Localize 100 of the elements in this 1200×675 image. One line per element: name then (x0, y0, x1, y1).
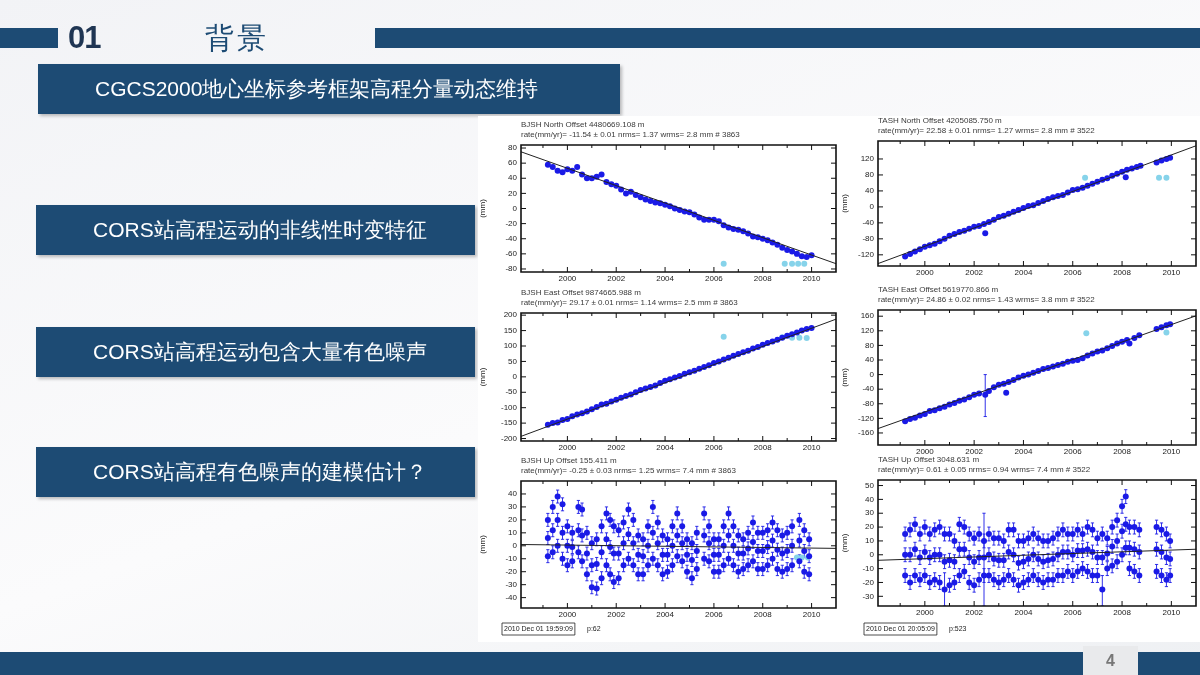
x-tick-label: 2008 (753, 443, 773, 452)
y-tick-label: -30 (862, 591, 875, 601)
x-tick-label: 2008 (1113, 447, 1132, 456)
x-tick-label: 2002 (965, 447, 984, 456)
y-axis-title: (mm) (840, 533, 849, 553)
y-axis-title: (mm) (478, 534, 487, 554)
y-tick-label: -120 (857, 250, 875, 260)
x-tick-label: 2002 (965, 608, 984, 617)
x-tick-label: 2000 (915, 447, 935, 456)
y-tick-label: 20 (508, 515, 518, 525)
y-tick-label: 0 (512, 203, 518, 213)
text: CGCS2000地心坐标参考框架高程分量动态维持 (38, 64, 620, 114)
y-tick-label: 20 (508, 188, 518, 198)
y-axis-title: (mm) (840, 193, 849, 213)
x-tick-label: 2006 (1063, 268, 1083, 277)
y-tick-label: 60 (508, 158, 518, 168)
chart-title: TASH Up Offset 3048.631 m (878, 455, 980, 465)
y-tick-label: 0 (869, 549, 875, 559)
y-tick-label: 10 (865, 536, 875, 546)
y-tick-label: -40 (505, 592, 518, 602)
y-tick-label: 40 (508, 173, 518, 183)
x-tick-label: 2004 (1014, 268, 1033, 277)
y-tick-label: 80 (865, 170, 875, 180)
x-tick-label: 2000 (915, 268, 935, 277)
chart-subtitle: rate(mm/yr)= 29.17 ± 0.01 nrms= 1.14 wrms= 2.5 mm # 3863 (521, 298, 739, 308)
text: CORS站高程运动的非线性时变特征 (36, 205, 475, 255)
x-tick-label: 2002 (607, 274, 626, 283)
y-tick-label: -80 (862, 234, 875, 244)
y-tick-label: 40 (865, 355, 875, 365)
x-tick-label: 2010 (802, 274, 822, 283)
text: 01 (68, 20, 101, 56)
chart-title: TASH East Offset 5619770.866 m (878, 285, 999, 295)
x-tick-label: 2010 (1162, 268, 1181, 277)
x-tick-label: 2002 (607, 610, 626, 619)
y-tick-label: 120 (860, 154, 875, 164)
x-tick-label: 2000 (558, 274, 577, 283)
y-tick-label: 0 (512, 541, 518, 550)
x-tick-label: 2008 (753, 610, 773, 619)
text: CORS站高程运动包含大量有色噪声 (36, 327, 475, 377)
y-tick-label: 40 (508, 489, 518, 499)
text: 背景 (205, 21, 269, 56)
x-tick-label: 2000 (558, 443, 577, 452)
y-axis-title: (mm) (478, 367, 487, 387)
y-tick-label: -10 (505, 553, 518, 563)
chart-subtitle: rate(mm/yr)= 0.61 ± 0.05 nrms= 0.94 wrms= 7.4 mm # 3522 (878, 465, 1091, 475)
x-tick-label: 2006 (1063, 447, 1083, 456)
x-tick-label: 2004 (1014, 608, 1033, 617)
y-tick-label: 100 (503, 341, 518, 351)
y-axis-title: (mm) (840, 367, 849, 387)
y-tick-label: 0 (512, 372, 518, 382)
y-tick-label: 200 (503, 310, 518, 320)
y-tick-label: 40 (865, 186, 875, 196)
y-tick-label: -50 (505, 387, 518, 397)
y-tick-label: 0 (869, 202, 875, 212)
y-tick-label: -200 (500, 433, 518, 443)
chart-title: TASH North Offset 4205085.750 m (878, 116, 1003, 126)
chart-title: BJSH North Offset 4480669.108 m (521, 120, 645, 130)
x-tick-label: 2004 (656, 274, 675, 283)
x-tick-label: 2010 (802, 443, 822, 452)
y-tick-label: 120 (860, 326, 875, 335)
y-tick-label: 0 (869, 369, 875, 379)
x-tick-label: 2002 (965, 268, 984, 277)
y-tick-label: 50 (508, 356, 518, 366)
y-tick-label: -20 (862, 577, 875, 587)
y-tick-label: -30 (505, 579, 518, 589)
text: CORS站高程有色噪声的建模估计？ (36, 447, 475, 497)
y-tick-label: -80 (505, 264, 518, 274)
x-tick-label: 2010 (1162, 608, 1181, 617)
y-tick-label: -80 (862, 398, 875, 408)
y-tick-label: -40 (862, 384, 875, 394)
x-tick-label: 2008 (753, 274, 773, 283)
x-tick-label: 2010 (802, 610, 822, 619)
chart-title: BJSH East Offset 9874665.988 m (521, 288, 642, 298)
chart-subtitle: rate(mm/yr)= 24.86 ± 0.02 nrms= 1.43 wrms= 3.8 mm # 3522 (878, 295, 1096, 305)
y-tick-label: -10 (862, 563, 875, 573)
x-tick-label: 2006 (705, 274, 724, 283)
y-tick-label: -160 (857, 428, 875, 438)
x-tick-label: 2008 (1113, 608, 1132, 617)
chart-subtitle: rate(mm/yr)= 22.58 ± 0.01 nrms= 1.27 wrms= 2.8 mm # 3522 (878, 126, 1096, 136)
x-tick-label: 2002 (607, 443, 626, 452)
y-tick-label: 10 (508, 528, 518, 538)
y-tick-label: 50 (865, 480, 875, 490)
chart-subtitle: rate(mm/yr)= -0.25 ± 0.03 nrms= 1.25 wrms= 7.4 mm # 3863 (521, 466, 737, 476)
x-tick-label: 2004 (656, 610, 675, 619)
y-tick-label: 20 (865, 522, 875, 532)
x-tick-label: 2000 (915, 608, 935, 617)
y-tick-label: -120 (857, 413, 875, 423)
y-tick-label: 80 (508, 143, 518, 153)
y-tick-label: -20 (505, 218, 518, 228)
x-tick-label: 2004 (1014, 447, 1033, 456)
y-tick-label: 30 (865, 508, 875, 518)
y-tick-label: -20 (505, 566, 518, 576)
y-tick-label: -40 (505, 233, 518, 243)
x-tick-label: 2010 (1162, 447, 1181, 456)
x-tick-label: 2006 (1063, 608, 1083, 617)
x-tick-label: 2000 (558, 610, 577, 619)
x-tick-label: 2004 (656, 443, 675, 452)
x-tick-label: 2006 (705, 443, 724, 452)
chart-title: BJSH Up Offset 155.411 m (521, 456, 618, 466)
text: 4 (1083, 646, 1138, 675)
